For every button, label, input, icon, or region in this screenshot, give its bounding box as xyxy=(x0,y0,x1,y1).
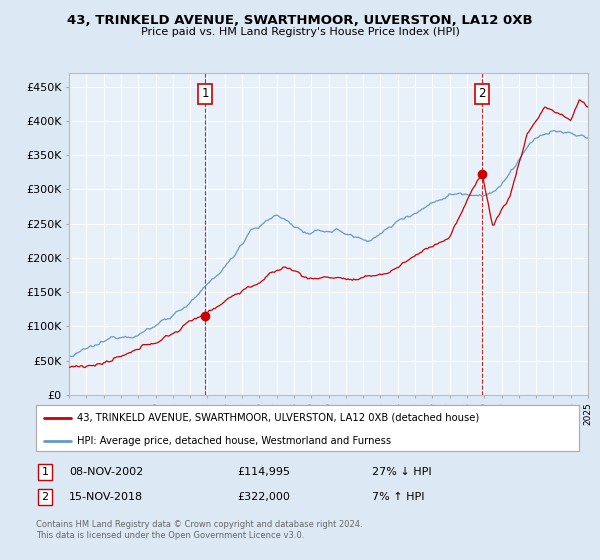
Text: 2: 2 xyxy=(478,87,486,100)
Text: 15-NOV-2018: 15-NOV-2018 xyxy=(69,492,143,502)
Text: £114,995: £114,995 xyxy=(237,467,290,477)
Text: Contains HM Land Registry data © Crown copyright and database right 2024.
This d: Contains HM Land Registry data © Crown c… xyxy=(36,520,362,540)
Text: 43, TRINKELD AVENUE, SWARTHMOOR, ULVERSTON, LA12 0XB (detached house): 43, TRINKELD AVENUE, SWARTHMOOR, ULVERST… xyxy=(77,413,479,423)
Text: 1: 1 xyxy=(41,467,49,477)
Text: Price paid vs. HM Land Registry's House Price Index (HPI): Price paid vs. HM Land Registry's House … xyxy=(140,27,460,37)
Text: 43, TRINKELD AVENUE, SWARTHMOOR, ULVERSTON, LA12 0XB: 43, TRINKELD AVENUE, SWARTHMOOR, ULVERST… xyxy=(67,14,533,27)
Text: 1: 1 xyxy=(201,87,209,100)
Text: HPI: Average price, detached house, Westmorland and Furness: HPI: Average price, detached house, West… xyxy=(77,436,391,446)
Text: 08-NOV-2002: 08-NOV-2002 xyxy=(69,467,143,477)
Text: 2: 2 xyxy=(41,492,49,502)
Text: 7% ↑ HPI: 7% ↑ HPI xyxy=(372,492,425,502)
Text: 27% ↓ HPI: 27% ↓ HPI xyxy=(372,467,431,477)
Text: £322,000: £322,000 xyxy=(237,492,290,502)
